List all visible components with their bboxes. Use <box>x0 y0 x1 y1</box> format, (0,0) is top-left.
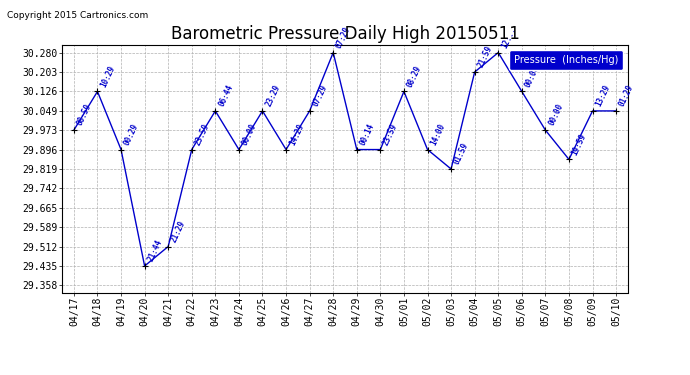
Text: 14:29: 14:29 <box>288 122 306 147</box>
Text: 00:00: 00:00 <box>523 64 541 89</box>
Text: Copyright 2015 Cartronics.com: Copyright 2015 Cartronics.com <box>7 11 148 20</box>
Text: 21:59: 21:59 <box>476 45 494 69</box>
Text: 19:59: 19:59 <box>571 132 589 157</box>
Text: 10:29: 10:29 <box>99 64 117 89</box>
Text: 07:29: 07:29 <box>311 83 329 108</box>
Text: 14:00: 14:00 <box>429 122 447 147</box>
Text: 12:..: 12:.. <box>500 25 518 50</box>
Text: 23:29: 23:29 <box>264 83 282 108</box>
Text: 00:14: 00:14 <box>358 122 376 147</box>
Text: 13:29: 13:29 <box>594 83 612 108</box>
Legend: Pressure  (Inches/Hg): Pressure (Inches/Hg) <box>509 50 623 70</box>
Text: 00:00: 00:00 <box>240 122 258 147</box>
Text: 23:59: 23:59 <box>193 122 211 147</box>
Text: 08:29: 08:29 <box>405 64 423 89</box>
Title: Barometric Pressure Daily High 20150511: Barometric Pressure Daily High 20150511 <box>170 26 520 44</box>
Text: 01:59: 01:59 <box>453 141 471 166</box>
Text: 00:00: 00:00 <box>546 103 564 128</box>
Text: 08:59: 08:59 <box>75 103 93 128</box>
Text: 00:29: 00:29 <box>122 122 140 147</box>
Text: 21:29: 21:29 <box>170 219 188 244</box>
Text: 21:44: 21:44 <box>146 238 164 263</box>
Text: 23:59: 23:59 <box>382 122 400 147</box>
Text: 01:29: 01:29 <box>618 83 635 108</box>
Text: 07:29: 07:29 <box>335 25 353 50</box>
Text: 06:44: 06:44 <box>217 83 235 108</box>
